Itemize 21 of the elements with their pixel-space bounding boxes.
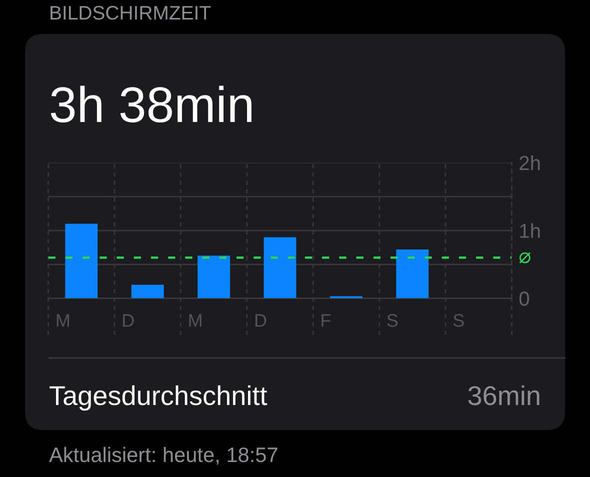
x-tick-label: S	[387, 314, 398, 327]
text: Tagesdurchschnitt	[50, 385, 268, 411]
x-tick-label: S	[453, 314, 464, 327]
x-tick-label: M	[56, 314, 69, 327]
x-tick-label: M	[189, 314, 202, 327]
bar	[65, 224, 98, 298]
x-tick-label: F	[322, 314, 331, 327]
ref-line-label: ⌀	[519, 252, 530, 264]
x-tick-label: D	[255, 314, 266, 327]
y-tick-label: 1h	[520, 223, 540, 238]
chart-title: BILDSCHIRMZEIT	[50, 6, 211, 20]
bar	[131, 284, 164, 298]
bar	[198, 256, 230, 298]
y-tick-label: 0	[519, 292, 530, 306]
chart-subtitle: 3h 38min	[50, 86, 252, 122]
x-tick-label: D	[123, 314, 134, 327]
y-tick-label: 2h	[520, 155, 540, 170]
text: 36min	[468, 385, 540, 406]
text: Aktualisiert: heute, 18:57	[49, 446, 278, 465]
bar	[264, 237, 296, 298]
bar	[396, 249, 429, 298]
